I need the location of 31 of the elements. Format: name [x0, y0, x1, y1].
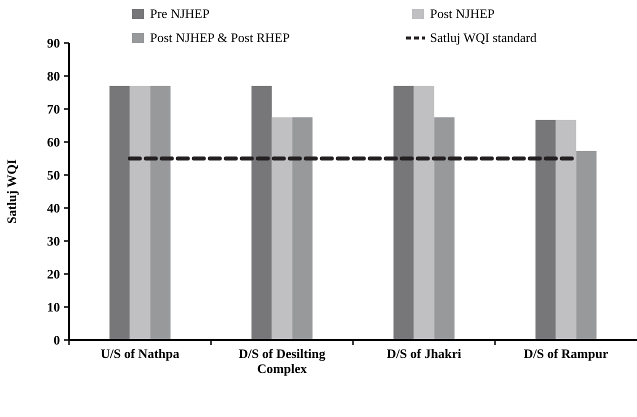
bar — [292, 117, 313, 340]
bar — [393, 86, 414, 340]
y-tick-label: 20 — [47, 266, 60, 282]
legend-label: Post NJHEP & Post RHEP — [150, 30, 290, 45]
bar — [535, 120, 556, 340]
legend-label: Pre NJHEP — [150, 6, 210, 21]
x-tick-label: D/S of Jhakri — [386, 346, 462, 361]
y-tick-label: 60 — [47, 134, 60, 150]
y-tick-label: 40 — [47, 200, 60, 216]
bar — [251, 86, 272, 340]
y-tick-label: 30 — [47, 234, 60, 249]
x-tick-label: D/S of Rampur — [524, 346, 608, 361]
y-tick-label: 80 — [47, 68, 60, 84]
y-tick-label: 10 — [47, 300, 60, 315]
bar — [576, 150, 597, 340]
legend-label: Post NJHEP — [430, 6, 495, 21]
y-tick-label: 70 — [47, 102, 60, 117]
y-axis-title: Satluj WQI — [4, 159, 19, 224]
x-tick-label: U/S of Nathpa — [100, 346, 180, 361]
bar — [414, 86, 434, 340]
bar — [130, 86, 150, 340]
y-tick-label: 50 — [47, 168, 60, 183]
bar — [556, 120, 576, 340]
y-tick-label: 0 — [54, 332, 60, 348]
bar — [434, 117, 455, 340]
legend-label: Satluj WQI standard — [430, 30, 538, 45]
x-tick-label: D/S of Desilting Complex — [238, 346, 326, 376]
y-tick-label: 90 — [47, 36, 60, 51]
bar — [272, 117, 292, 340]
bar — [150, 86, 171, 340]
bar — [109, 86, 130, 340]
